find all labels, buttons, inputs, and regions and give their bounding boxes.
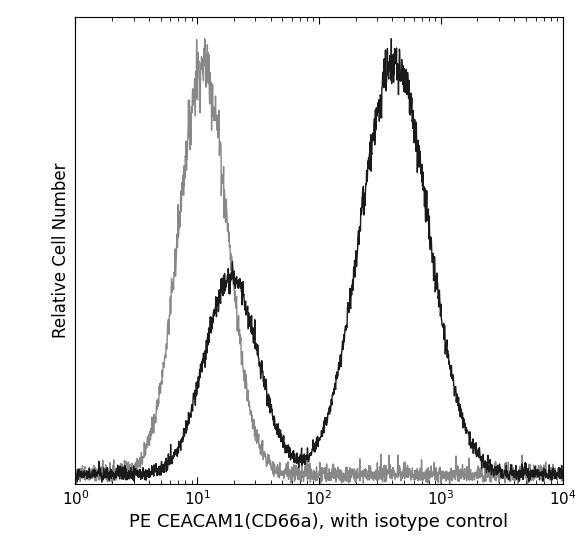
Y-axis label: Relative Cell Number: Relative Cell Number — [52, 162, 70, 338]
X-axis label: PE CEACAM1(CD66a), with isotype control: PE CEACAM1(CD66a), with isotype control — [129, 513, 509, 531]
